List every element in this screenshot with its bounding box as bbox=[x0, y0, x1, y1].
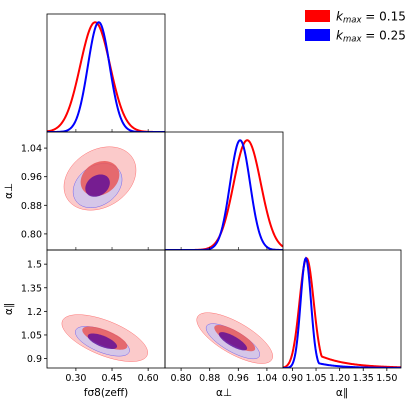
contour68-fs8_aperp-series-1 bbox=[85, 174, 110, 197]
contour-panel-fs8_aperp bbox=[63, 146, 137, 211]
ylabel-apar: α∥ bbox=[3, 303, 15, 315]
xtick-label-apar-2: 1.20 bbox=[329, 373, 350, 384]
xtick-label-aperp-0: 0.80 bbox=[171, 373, 192, 384]
legend-swatch-0 bbox=[305, 10, 330, 22]
panel-frame-aperp_apar bbox=[164, 249, 284, 369]
xlabel-fs8: fσ8(zeff) bbox=[84, 387, 128, 399]
marginal-panel-aperp bbox=[165, 139, 283, 250]
ytick-label-apar-4: 0.9 bbox=[27, 354, 42, 365]
xlabel-aperp: α⊥ bbox=[216, 387, 232, 399]
contour-panel-fs8_apar bbox=[61, 314, 148, 362]
xtick-label-fs8-1: 0.45 bbox=[101, 373, 122, 384]
xtick-label-apar-1: 1.05 bbox=[305, 373, 326, 384]
legend-swatch-1 bbox=[305, 29, 330, 41]
panel-frame-aperp bbox=[164, 131, 284, 251]
marginal-panel-apar bbox=[283, 256, 401, 368]
panels: 0.30 0.45 0.60 fσ8(zeff) 0.80 0.88 0.96 1.04 α⊥ 0… bbox=[3, 13, 402, 399]
ytick-label-aperp-0: 1.04 bbox=[21, 144, 42, 155]
ytick-label-aperp-3: 0.80 bbox=[21, 229, 42, 240]
contour68-fs8_apar-series-1 bbox=[87, 333, 118, 350]
marginal-panel-fs8 bbox=[47, 21, 165, 132]
marginal-curve-apar-series-1 bbox=[283, 256, 401, 368]
marginal-curve-fs8-series-0 bbox=[47, 21, 165, 132]
ytick-label-aperp-1: 0.96 bbox=[21, 172, 42, 183]
xlabel-apar: α∥ bbox=[336, 387, 348, 399]
ytick-label-apar-0: 1.5 bbox=[27, 260, 42, 271]
xtick-label-apar-0: 0.90 bbox=[282, 373, 303, 384]
xtick-label-aperp-1: 0.88 bbox=[199, 373, 220, 384]
panel-frame-fs8 bbox=[46, 13, 166, 133]
xtick-label-fs8-2: 0.60 bbox=[138, 373, 159, 384]
ytick-label-apar-1: 1.35 bbox=[21, 283, 42, 294]
ytick-label-aperp-2: 0.88 bbox=[21, 201, 42, 212]
xtick-label-aperp-2: 0.96 bbox=[228, 373, 249, 384]
legend: kmax = 0.15 kmax = 0.25 bbox=[305, 10, 406, 45]
ylabel-aperp: α⊥ bbox=[3, 183, 15, 199]
xtick-label-apar-3: 1.35 bbox=[353, 373, 374, 384]
xtick-label-aperp-3: 1.04 bbox=[256, 373, 277, 384]
contour-panel-aperp_apar bbox=[196, 312, 273, 364]
contour68-aperp_apar-series-1 bbox=[218, 332, 248, 351]
marginal-curve-aperp-series-0 bbox=[165, 139, 283, 250]
xtick-label-apar-4: 1.50 bbox=[376, 373, 397, 384]
legend-label-0: kmax = 0.15 bbox=[336, 10, 406, 26]
marginal-curve-aperp-series-1 bbox=[165, 139, 283, 250]
ytick-label-apar-3: 1.05 bbox=[21, 330, 42, 341]
ytick-label-apar-2: 1.2 bbox=[27, 307, 42, 318]
marginal-curve-fs8-series-1 bbox=[47, 21, 165, 132]
legend-label-1: kmax = 0.25 bbox=[336, 29, 406, 45]
xtick-label-fs8-0: 0.30 bbox=[65, 373, 86, 384]
